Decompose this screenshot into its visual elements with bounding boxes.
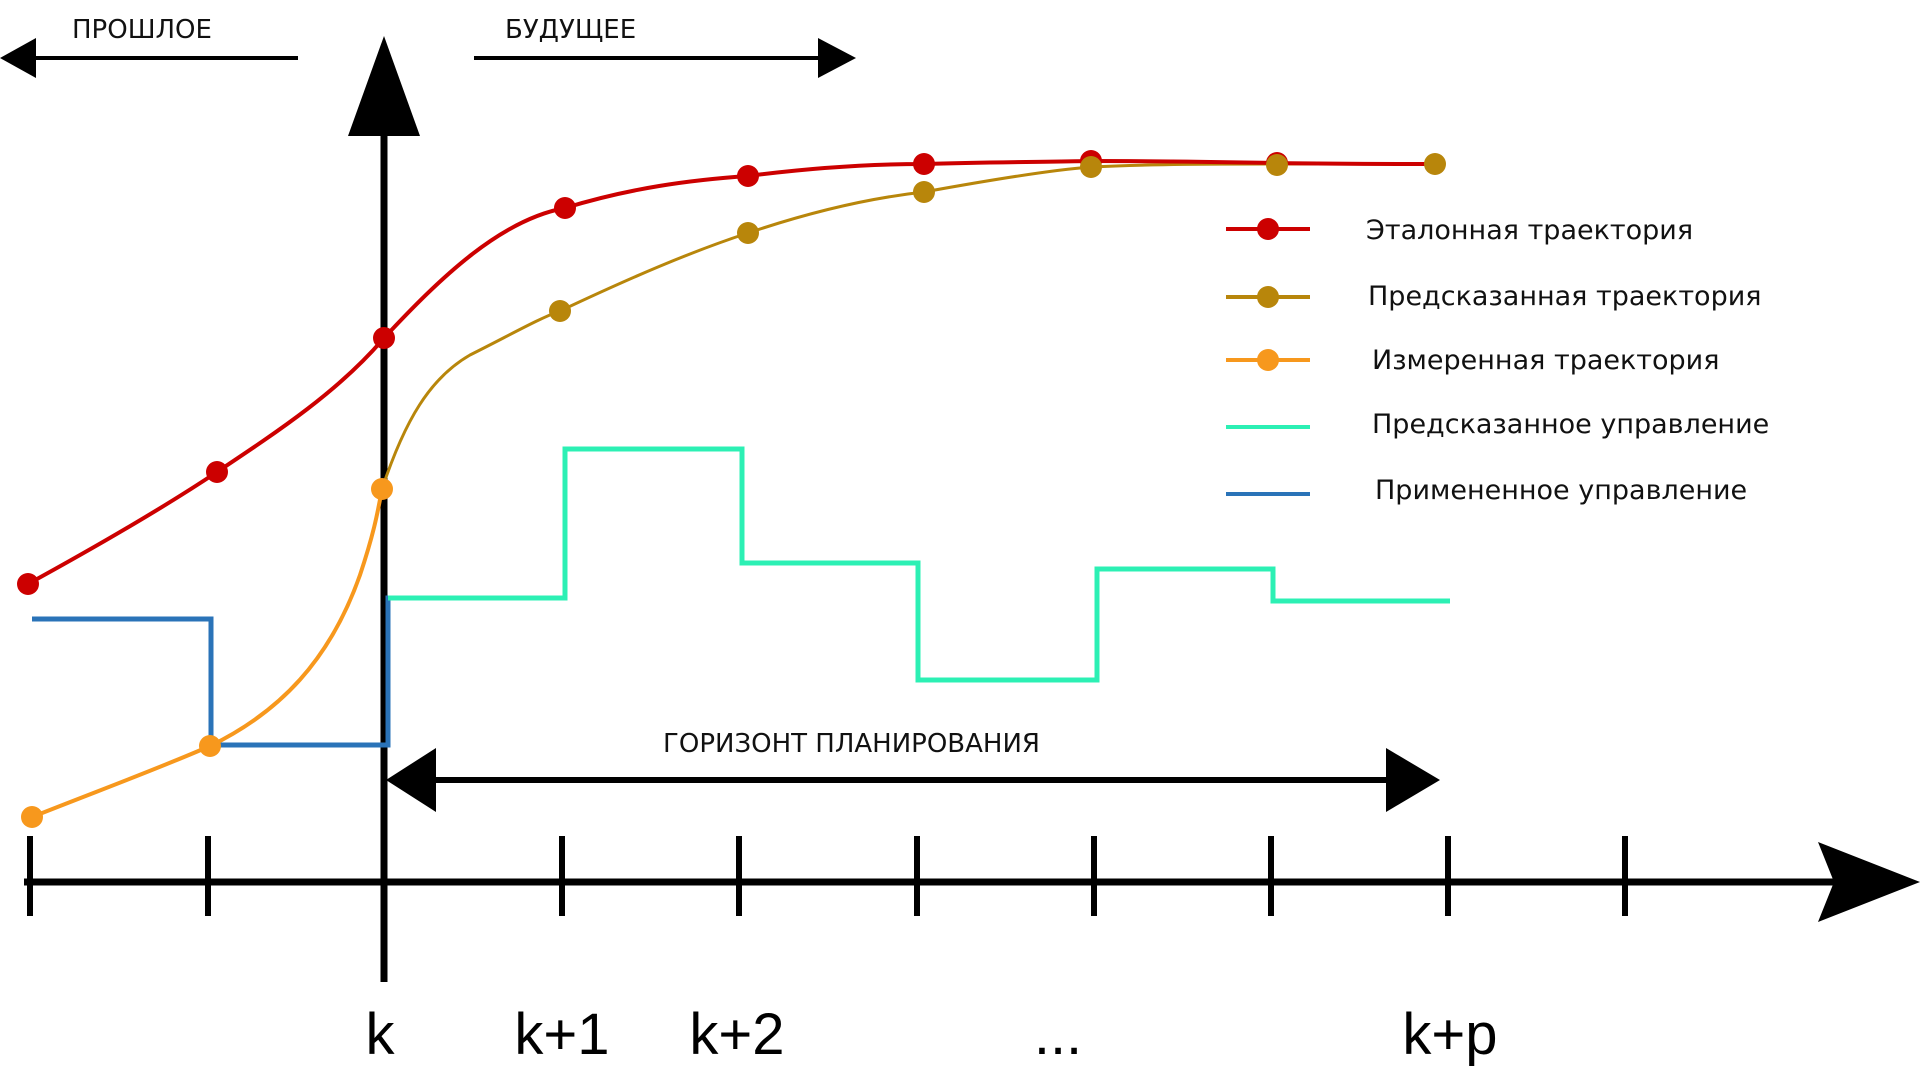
legend-label-reference: Эталонная траектория xyxy=(1366,215,1693,246)
reference-point xyxy=(554,197,576,219)
legend-marker-predicted xyxy=(1257,286,1279,308)
measured-points xyxy=(21,478,393,828)
reference-point xyxy=(913,153,935,175)
predicted-point xyxy=(913,181,935,203)
reference-points xyxy=(17,150,1288,595)
predicted-control-line xyxy=(388,446,1450,683)
legend-item-reference: Эталонная траектория xyxy=(1226,215,1693,246)
time-axis xyxy=(24,842,1920,922)
predicted-point xyxy=(737,222,759,244)
vertical-axis xyxy=(348,36,420,982)
predicted-point xyxy=(1080,156,1102,178)
legend-marker-reference xyxy=(1257,218,1279,240)
predicted-trajectory-line xyxy=(380,162,1435,490)
future-label: БУДУЩЕЕ xyxy=(505,15,636,45)
legend-item-predicted: Предсказанная траектория xyxy=(1226,281,1762,312)
reference-point xyxy=(373,327,395,349)
measured-point xyxy=(199,735,221,757)
legend-item-measured: Измеренная траектория xyxy=(1226,345,1719,376)
planning-horizon-label: ГОРИЗОНТ ПЛАНИРОВАНИЯ xyxy=(663,729,1040,759)
time-label-kp: k+p xyxy=(1402,1002,1497,1066)
legend-item-predicted-control: Предсказанное управление xyxy=(1226,409,1769,440)
past-arrow xyxy=(0,38,298,78)
time-label-k1: k+1 xyxy=(514,1002,609,1066)
time-label-k: k xyxy=(366,1002,396,1066)
time-label-k2: k+2 xyxy=(689,1002,784,1066)
legend-label-applied-control: Примененное управление xyxy=(1375,475,1747,506)
legend-label-predicted: Предсказанная траектория xyxy=(1368,281,1762,312)
measured-trajectory-line xyxy=(31,488,384,819)
legend-label-predicted-control: Предсказанное управление xyxy=(1372,409,1769,440)
future-arrow xyxy=(474,38,856,78)
reference-point xyxy=(17,573,39,595)
time-labels: k k+1 k+2 ... k+p xyxy=(366,1002,1498,1066)
predicted-points xyxy=(549,153,1446,322)
reference-point xyxy=(206,461,228,483)
predicted-point xyxy=(1424,153,1446,175)
legend: Эталонная траектория Предсказанная траек… xyxy=(1226,215,1769,506)
measured-point xyxy=(371,478,393,500)
reference-point xyxy=(737,165,759,187)
reference-trajectory-line xyxy=(27,158,1438,586)
axis-ticks xyxy=(27,836,1628,916)
time-label-ellipsis: ... xyxy=(1034,1002,1082,1066)
planning-horizon-arrow xyxy=(386,748,1440,812)
measured-point xyxy=(21,806,43,828)
legend-marker-measured xyxy=(1257,349,1279,371)
predicted-point xyxy=(549,300,571,322)
predicted-point xyxy=(1266,154,1288,176)
legend-label-measured: Измеренная траектория xyxy=(1372,345,1719,376)
past-label: ПРОШЛОЕ xyxy=(72,15,212,45)
legend-item-applied-control: Примененное управление xyxy=(1226,475,1747,506)
